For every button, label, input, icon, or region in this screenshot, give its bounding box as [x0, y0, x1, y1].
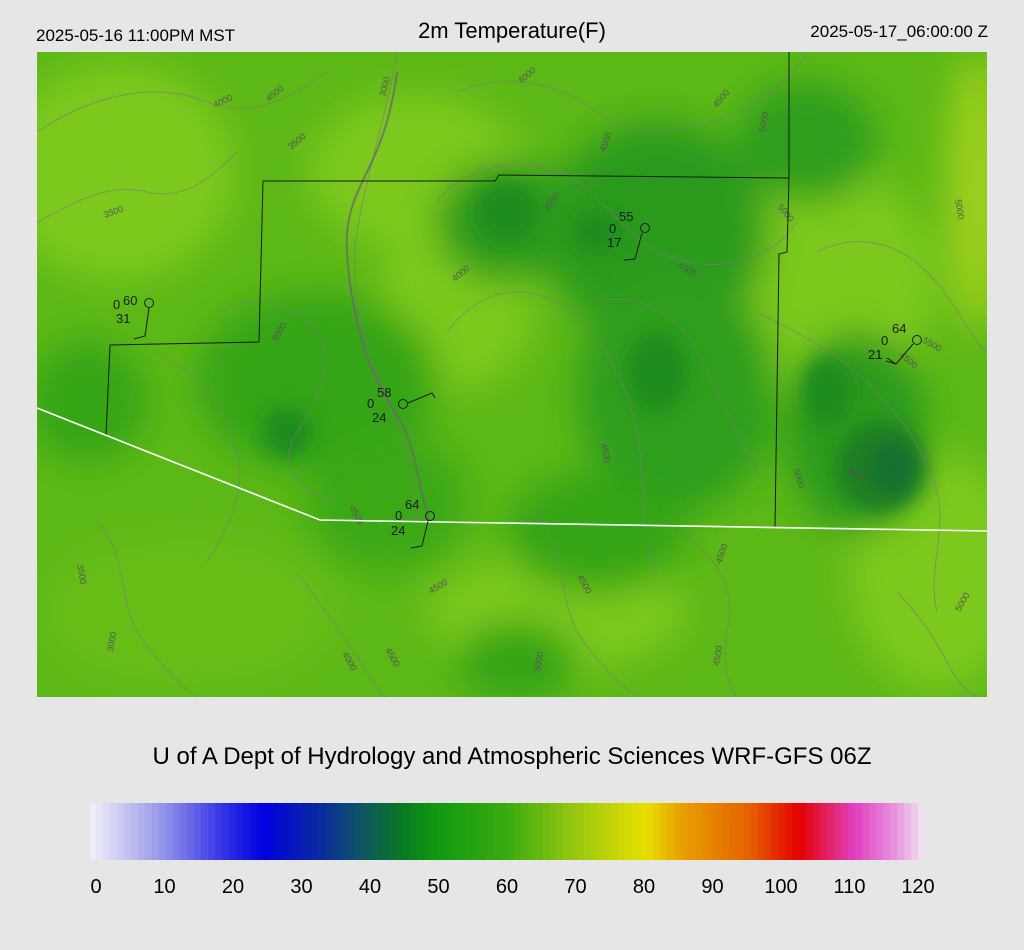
svg-text:64: 64	[405, 497, 419, 512]
svg-text:5000: 5000	[757, 111, 770, 132]
valid-time-local: 2025-05-16 11:00PM MST	[36, 26, 236, 45]
svg-text:0: 0	[881, 333, 888, 348]
svg-text:4500: 4500	[599, 443, 612, 464]
svg-text:64: 64	[892, 321, 906, 336]
colorbar-tick-label: 120	[901, 876, 935, 898]
station-2: 55 0 17	[607, 209, 650, 261]
station-1: 60 0 31	[113, 293, 154, 340]
colorbar-tick-label: 50	[427, 876, 450, 898]
state-boundary	[37, 407, 987, 532]
colorbar-tick-label: 0	[90, 876, 102, 898]
county-boundaries	[105, 52, 790, 529]
river	[345, 71, 430, 523]
svg-text:3500: 3500	[75, 564, 88, 585]
svg-text:3000: 3000	[105, 631, 118, 652]
temperature-field	[37, 52, 987, 697]
colorbar-tick-label: 30	[290, 876, 313, 898]
model-credit: U of A Dept of Hydrology and Atmospheric…	[152, 743, 872, 770]
svg-text:17: 17	[607, 235, 621, 250]
svg-text:5000: 5000	[532, 651, 545, 672]
colorbar-ticks: 0 10 20 30 40 50 60 70 80 90 100 110 120	[0, 876, 1024, 900]
station-3: 64 0 21	[868, 321, 922, 365]
colorbar-tick-label: 100	[764, 876, 798, 898]
svg-text:0: 0	[395, 508, 402, 523]
station-models: 60 0 31 55 0 17 64 0 21 58	[113, 209, 922, 549]
svg-text:55: 55	[619, 209, 633, 224]
svg-text:5000: 5000	[953, 199, 966, 220]
colorbar	[90, 803, 925, 860]
colorbar-tick-label: 10	[153, 876, 176, 898]
colorbar-tick-label: 80	[632, 876, 656, 898]
colorbar-tick-label: 110	[833, 876, 866, 898]
svg-text:60: 60	[123, 293, 137, 308]
terrain-contours	[37, 52, 987, 697]
station-5: 64 0 24	[391, 497, 435, 549]
colorbar-tick-label: 90	[701, 876, 724, 898]
svg-text:0: 0	[113, 297, 120, 312]
svg-text:31: 31	[116, 311, 130, 326]
svg-text:0: 0	[609, 221, 616, 236]
colorbar-tick-label: 40	[358, 876, 382, 898]
map-title: 2m Temperature(F)	[418, 18, 606, 43]
svg-text:4500: 4500	[711, 645, 724, 666]
colorbar-gradient	[90, 803, 925, 860]
colorbar-tick-label: 20	[221, 876, 245, 898]
svg-text:24: 24	[391, 523, 405, 538]
svg-text:58: 58	[377, 385, 391, 400]
svg-text:21: 21	[868, 347, 882, 362]
colorbar-tick-label: 60	[495, 876, 519, 898]
svg-text:24: 24	[372, 410, 386, 425]
colorbar-tick-label: 70	[564, 876, 587, 898]
station-4: 58 0 24	[367, 385, 436, 425]
temperature-map: 4000 4500 3000 3500 3500 4000 4500 5000 …	[37, 52, 987, 697]
svg-text:0: 0	[367, 396, 374, 411]
valid-time-utc: 2025-05-17_06:00:00 Z	[810, 22, 988, 41]
